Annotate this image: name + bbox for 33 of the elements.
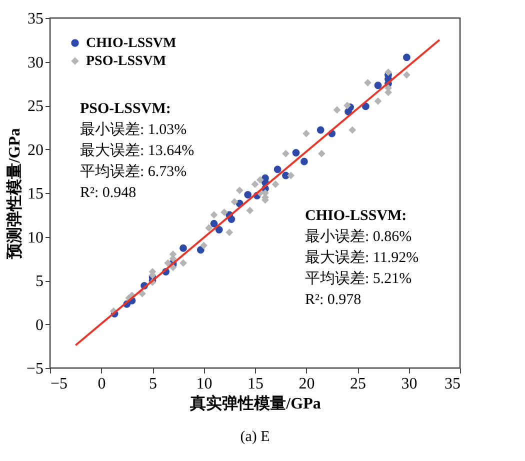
annotation: 平均误差: 6.73%: [80, 163, 187, 180]
annotation: R²: 0.948: [80, 185, 136, 201]
legend-label: PSO-LSSVM: [86, 54, 166, 69]
legend-label: CHIO-LSSVM: [86, 36, 176, 51]
annotation: 平均误差: 5.21%: [305, 270, 412, 287]
y-tick-label: 5: [36, 273, 44, 290]
y-tick-label: 20: [28, 142, 44, 159]
y-tick-label: 10: [28, 229, 44, 246]
x-tick-label: 30: [401, 376, 418, 392]
text: (a) E: [240, 429, 270, 445]
x-tick-label: 0: [98, 376, 106, 392]
x-tick-label: 5: [149, 376, 157, 392]
x-tick-label: −5: [50, 376, 68, 392]
y-tick-label: 30: [28, 54, 44, 72]
annotation: 最大误差: 11.92%: [305, 249, 419, 266]
annotation: 最小误差: 0.86%: [305, 228, 412, 245]
x-tick-label: 25: [350, 376, 366, 392]
y-tick-label: −5: [26, 360, 44, 378]
x-axis-title: 真实弹性模量/GPa: [189, 394, 321, 412]
annotation: 最大误差: 13.64%: [80, 142, 194, 159]
y-axis-title: 预测弹性模量/GPa: [5, 128, 24, 260]
annotation: CHIO-LSSVM:: [305, 208, 407, 224]
x-tick-label: 15: [248, 376, 264, 392]
annotation: PSO-LSSVM:: [80, 101, 171, 117]
annotation: 最小误差: 1.03%: [80, 121, 187, 138]
y-tick-label: 0: [36, 316, 44, 334]
x-tick-label: 35: [444, 376, 460, 392]
x-tick-label: 20: [298, 376, 315, 392]
annotation: R²: 0.978: [305, 292, 362, 308]
y-tick-label: 25: [28, 98, 44, 115]
y-tick-label: 35: [28, 10, 44, 28]
x-tick-label: 10: [196, 376, 212, 392]
y-tick-label: 15: [28, 186, 44, 202]
